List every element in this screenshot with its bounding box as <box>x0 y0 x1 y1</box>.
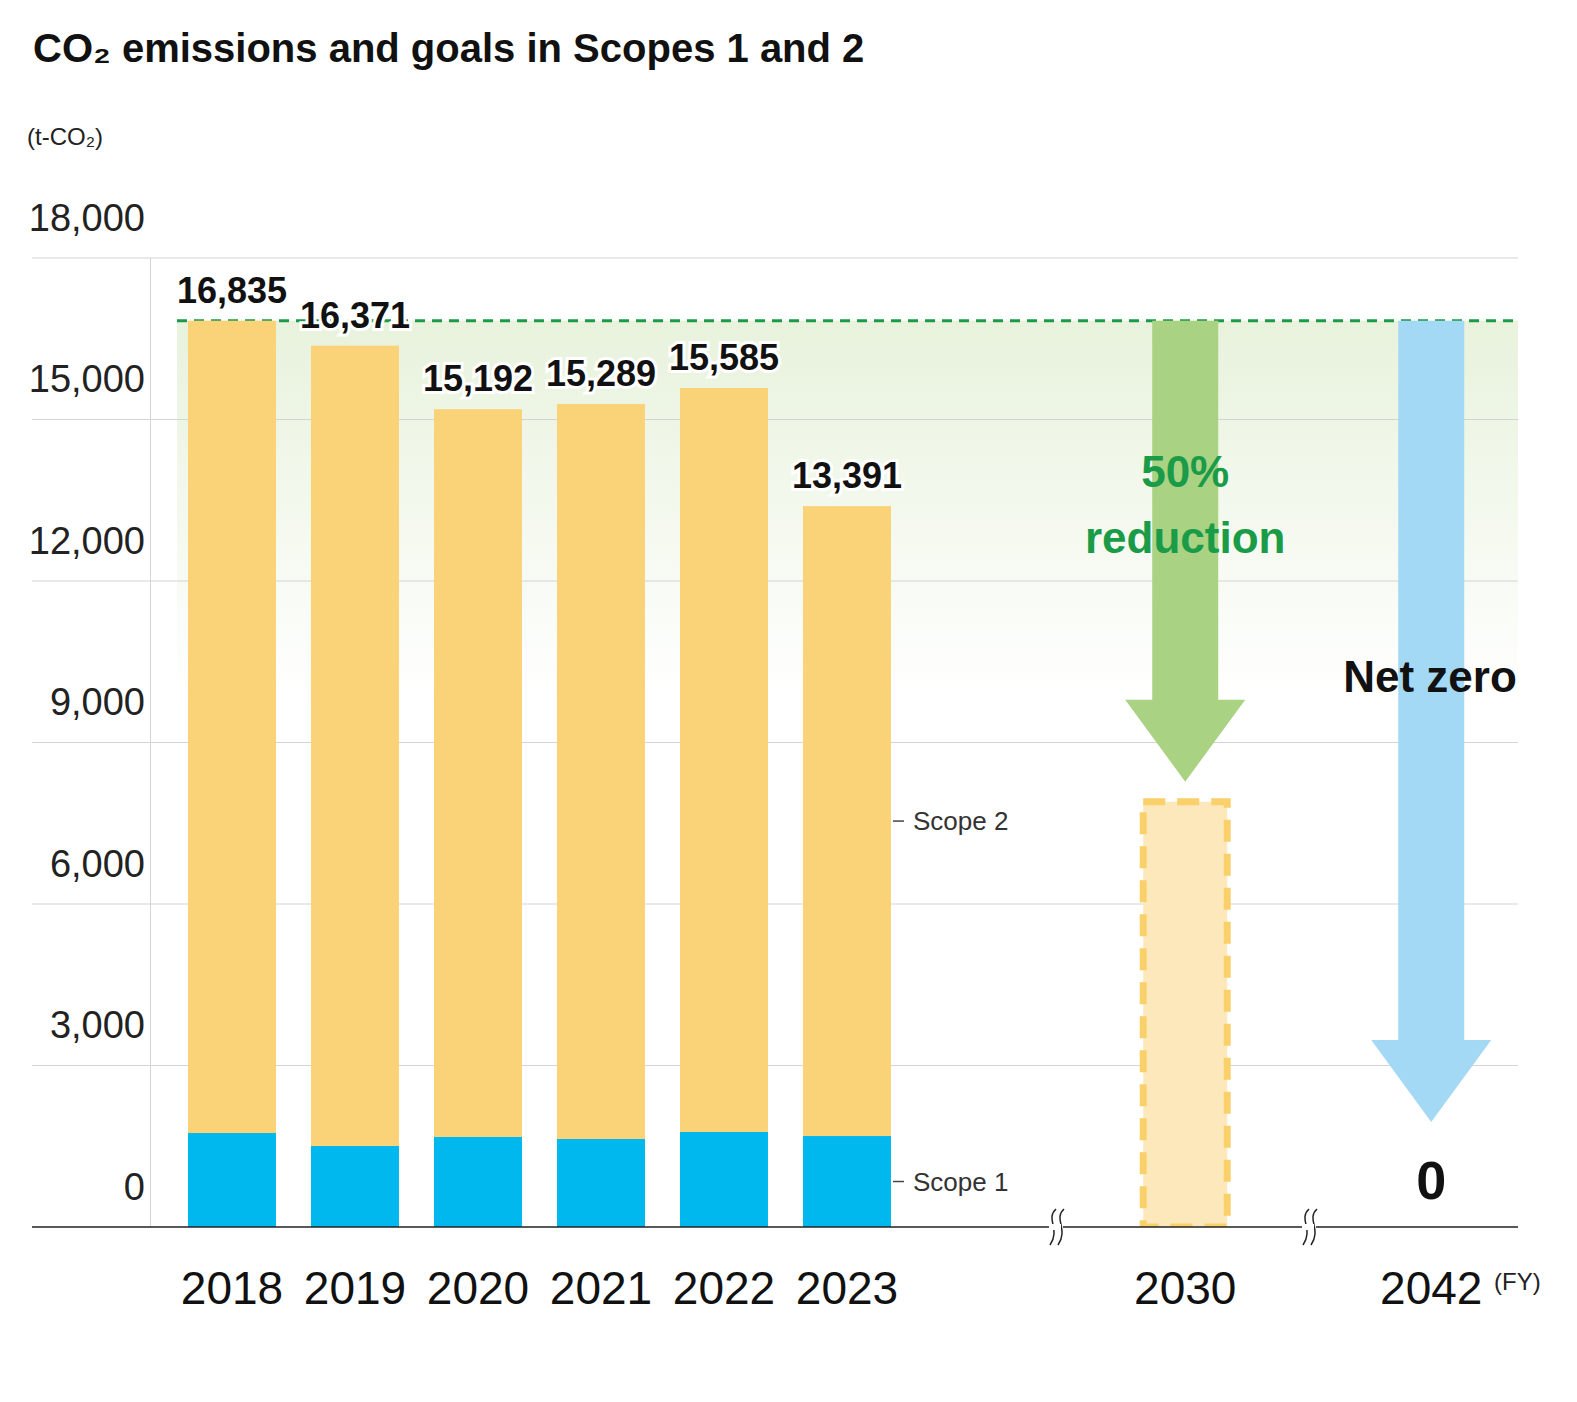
y-axis: 0 3,000 6,000 9,000 12,000 15,000 18,000 <box>29 197 151 1228</box>
total-label: 16,835 <box>177 270 287 311</box>
target-bar <box>1143 802 1227 1227</box>
y-tick: 0 <box>124 1166 150 1228</box>
bar-segment <box>434 409 522 1137</box>
y-tick-label: 9,000 <box>50 681 145 723</box>
x-axis-line <box>32 1226 1518 1228</box>
chart-svg: CO₂ emissions and goals in Scopes 1 and … <box>0 0 1577 1402</box>
bar-segment <box>680 388 768 1132</box>
annotation: 50% <box>1141 447 1229 496</box>
y-tick: 15,000 <box>29 358 150 420</box>
bar-segment <box>557 1139 645 1227</box>
total-label: 16,371 <box>300 295 410 336</box>
bar-segment <box>311 1146 399 1227</box>
total-labels: 16,835 16,371 15,192 15,289 15,585 13,391 <box>177 270 902 496</box>
total-label: 15,289 <box>546 353 656 394</box>
grid-line <box>32 257 1518 258</box>
x-tick: 2018 <box>181 1227 283 1314</box>
x-tick: 2030 <box>1134 1227 1236 1314</box>
axis-break-gap <box>1049 1223 1063 1231</box>
bar-segment <box>188 1133 276 1227</box>
series-label-tick <box>893 1181 904 1183</box>
x-axis: 2018 2019 2020 2021 2022 2023 2030 2042 <box>181 1227 1483 1314</box>
x-tick-label: 2022 <box>673 1262 775 1314</box>
y-axis-line <box>150 259 151 1228</box>
x-tick: 2023 <box>796 1227 898 1314</box>
x-tick: 2019 <box>304 1227 406 1314</box>
bar-segment <box>557 404 645 1139</box>
series-label: Scope 1 <box>913 1167 1008 1197</box>
y-tick: 12,000 <box>29 520 150 582</box>
y-tick-label: 6,000 <box>50 843 145 885</box>
total-label: 13,391 <box>792 455 902 496</box>
y-tick-label: 3,000 <box>50 1004 145 1046</box>
x-tick-label: 2042 <box>1380 1262 1482 1314</box>
bar-segment <box>434 1137 522 1227</box>
net-zero-arrow <box>1371 321 1491 1122</box>
annotation: Net zero <box>1343 652 1517 701</box>
x-tick-label: 2018 <box>181 1262 283 1314</box>
bar-segment <box>803 1136 891 1227</box>
y-tick-label: 0 <box>124 1166 145 1208</box>
x-tick-label: 2023 <box>796 1262 898 1314</box>
y-tick: 6,000 <box>50 843 150 905</box>
axis-break-gap <box>1302 1223 1316 1231</box>
x-tick-label: 2021 <box>550 1262 652 1314</box>
y-tick-label: 18,000 <box>29 197 145 239</box>
axis-break-gap <box>1051 1224 1061 1230</box>
x-tick-label: 2019 <box>304 1262 406 1314</box>
axis-breaks <box>1049 1209 1317 1245</box>
bars <box>188 321 1227 1227</box>
x-tick-label: 2030 <box>1134 1262 1236 1314</box>
bar-segment <box>680 1132 768 1227</box>
x-tick: 2042 <box>1380 1227 1482 1314</box>
x-tick: 2021 <box>550 1227 652 1314</box>
total-label: 15,585 <box>669 337 779 378</box>
y-tick: 18,000 <box>29 197 150 259</box>
x-axis-title: (FY) <box>1494 1268 1541 1295</box>
bar-segment <box>311 346 399 1146</box>
chart-title: CO₂ emissions and goals in Scopes 1 and … <box>33 26 864 70</box>
series-label: Scope 2 <box>913 806 1008 836</box>
y-tick-label: 15,000 <box>29 358 145 400</box>
y-tick-label: 12,000 <box>29 520 145 562</box>
y-tick: 3,000 <box>50 1004 150 1066</box>
x-tick: 2022 <box>673 1227 775 1314</box>
y-axis-title: (t-CO₂) <box>27 123 103 150</box>
bar-segment <box>188 321 276 1133</box>
total-label: 15,192 <box>423 358 533 399</box>
y-tick: 9,000 <box>50 681 150 743</box>
series-label-tick <box>893 820 904 822</box>
x-tick: 2020 <box>427 1227 529 1314</box>
x-tick-label: 2020 <box>427 1262 529 1314</box>
target-label: 0 <box>1416 1150 1446 1210</box>
bar-segment <box>803 506 891 1136</box>
annotation: reduction <box>1085 513 1285 562</box>
axis-break-gap <box>1304 1224 1314 1230</box>
